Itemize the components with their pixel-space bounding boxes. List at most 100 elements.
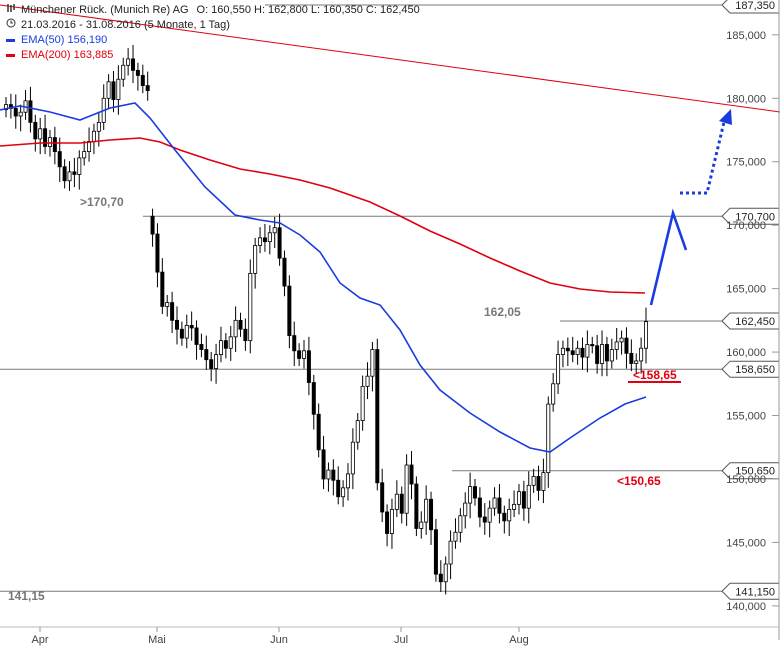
candle-body [438, 573, 443, 583]
candle-body [639, 347, 644, 362]
candle-body [62, 166, 67, 182]
candle-body [345, 473, 350, 489]
ohlc-values: O: 160,550 H: 162,800 L: 160,350 C: 162,… [196, 4, 420, 16]
annotations: >170,70 162,05 <158,65 <150,65 141,15 [8, 195, 681, 603]
candle-body [131, 58, 136, 71]
candle-body [370, 349, 375, 377]
instrument-title: Münchener Rück. (Munich Re) AG [21, 4, 189, 16]
candle-body [394, 493, 399, 510]
candle-body [204, 349, 209, 361]
y-tick-label: 170,000 [726, 220, 766, 232]
candle-body [321, 449, 326, 480]
candle-body [463, 502, 468, 517]
y-tick-label: 140,000 [726, 601, 766, 613]
candle-body [311, 382, 316, 415]
candle-body [121, 64, 126, 80]
candle-body [253, 245, 258, 274]
candle-body [448, 540, 453, 565]
candle-body [526, 484, 531, 509]
candle-body [634, 360, 639, 364]
candle-body [541, 472, 546, 491]
candle-body [91, 130, 96, 142]
candle-body [96, 121, 101, 132]
ema200-line [0, 137, 646, 294]
y-tick-label: 180,000 [726, 93, 766, 105]
candle-body [223, 340, 228, 349]
candle-body [482, 516, 487, 523]
candle-body [160, 271, 165, 307]
candle-body [170, 302, 175, 321]
candle-body [209, 359, 214, 369]
candle-body [267, 232, 272, 243]
candle-body [380, 482, 385, 513]
candle-body [551, 383, 556, 405]
ema200-swatch [6, 54, 15, 57]
ema50-label: EMA(50) [21, 34, 65, 46]
ema50-line [0, 102, 647, 453]
candle-body [218, 340, 223, 356]
candle-body [238, 319, 243, 330]
clock-icon [6, 18, 16, 33]
candlestick-icon [6, 3, 16, 18]
forecast-arrows [649, 109, 732, 306]
candle-body [306, 350, 311, 383]
candle-body [140, 75, 145, 86]
candle-body [111, 81, 116, 100]
candle-body [429, 498, 434, 531]
ema50-value: 156,190 [67, 34, 108, 46]
candle-body [28, 100, 33, 123]
y-tick-label: 175,000 [726, 157, 766, 169]
candle-body [600, 344, 605, 364]
price-marker-label: 150,650 [735, 466, 775, 478]
price-marker-label: 170,700 [735, 211, 775, 223]
price-marker-label: 141,150 [735, 586, 775, 598]
candle-body [292, 335, 297, 352]
y-tick-label: 185,000 [726, 30, 766, 42]
candle-body [614, 341, 619, 350]
candle-body [18, 111, 23, 117]
y-tick-label: 160,000 [726, 347, 766, 359]
candle-body [57, 151, 62, 168]
y-tick-label: 165,000 [726, 284, 766, 296]
candle-body [316, 413, 321, 451]
chart-legend: Münchener Rück. (Munich Re) AG O: 160,55… [6, 3, 420, 63]
trendline [0, 4, 780, 113]
y-tick-label: 145,000 [726, 537, 766, 549]
candle-body [414, 483, 419, 529]
candle-body [487, 507, 492, 523]
x-tick-label: Mai [148, 634, 166, 646]
candle-body [585, 344, 590, 358]
candle-body [536, 476, 541, 491]
annotation-label: <158,65 [633, 368, 677, 382]
candle-body [590, 344, 595, 347]
candle-body [404, 464, 409, 514]
forecast-dotted-path [680, 117, 727, 195]
y-tick-label: 150,000 [726, 474, 766, 486]
legend-ema200: EMA(200) 163,885 [6, 48, 420, 63]
candle-body [341, 487, 346, 498]
candle-body [326, 469, 331, 480]
candle-body [350, 441, 355, 475]
candle-body [399, 493, 404, 514]
candle-body [277, 227, 282, 259]
candle-body [546, 403, 551, 474]
candle-body [13, 108, 18, 117]
downtrend-line [0, 4, 780, 113]
price-marker-label: 187,350 [735, 0, 775, 12]
candle-body [360, 385, 365, 421]
candle-body [336, 479, 341, 498]
y-axis: 185,000 180,000 175,000 170,000 165,000 160,0… [726, 0, 780, 640]
candle-body [248, 272, 253, 342]
annotation-label: 141,15 [8, 589, 45, 603]
x-tick-label: Jul [394, 634, 408, 646]
forecast-arrowhead [719, 109, 732, 125]
candle-body [477, 497, 482, 518]
annotation-label: 162,05 [484, 305, 521, 319]
candle-body [375, 349, 380, 484]
candle-body [72, 171, 77, 175]
candle-body [4, 104, 9, 111]
x-tick-label: Jun [270, 634, 288, 646]
candle-body [67, 171, 72, 182]
candle-body [189, 325, 194, 329]
candle-body [228, 336, 233, 349]
